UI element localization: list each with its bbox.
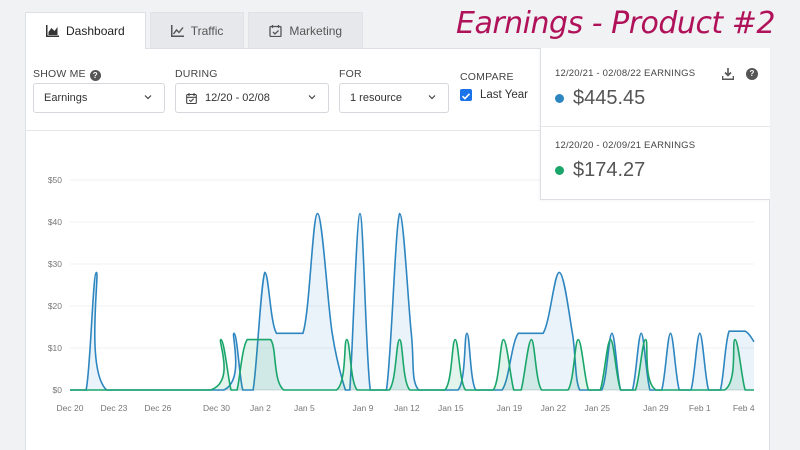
x-tick-label: Dec 20 (57, 403, 84, 413)
current-earnings-label: 12/20/21 - 02/08/22 EARNINGS (555, 68, 696, 79)
for-label: FOR (339, 68, 362, 80)
y-tick-label: $10 (48, 343, 62, 353)
x-tick-label: Jan 22 (541, 403, 567, 413)
previous-earnings: 12/20/20 - 02/09/21 EARNINGS $174.27 (555, 140, 760, 182)
previous-earnings-label: 12/20/20 - 02/09/21 EARNINGS (555, 140, 696, 151)
help-icon[interactable]: ? (746, 68, 758, 80)
chevron-down-icon (428, 95, 436, 100)
x-tick-label: Jan 2 (250, 403, 271, 413)
previous-earnings-value: $174.27 (573, 159, 646, 181)
help-icon[interactable]: ? (89, 70, 101, 81)
current-earnings-value: $445.45 (573, 87, 646, 109)
x-tick-label: Dec 26 (144, 403, 171, 413)
x-tick-label: Jan 15 (438, 403, 464, 413)
tab-marketing[interactable]: Marketing (248, 12, 364, 48)
tab-dashboard-label: Dashboard (66, 24, 125, 38)
earnings-summary-panel: ? 12/20/21 - 02/08/22 EARNINGS $445.45 1… (540, 48, 770, 200)
tab-traffic-label: Traffic (190, 23, 224, 38)
date-range-value: 12/20 - 02/08 (205, 92, 270, 104)
x-tick-label: Jan 19 (497, 403, 523, 413)
line-chart-icon (170, 24, 184, 37)
chevron-down-icon (308, 95, 316, 100)
series-1-line[interactable] (70, 338, 754, 391)
filter-controls: SHOW ME? Earnings DURING 12/20 - 02/08 F… (26, 49, 541, 131)
compare-label: COMPARE (460, 71, 514, 83)
calendar-check-icon (269, 24, 283, 37)
x-tick-label: Jan 5 (294, 403, 315, 413)
page-heading: Earnings - Product #2 (456, 6, 775, 41)
resource-select[interactable]: 1 resource (339, 83, 449, 113)
summary-divider (541, 126, 770, 127)
x-tick-label: Dec 23 (100, 403, 127, 413)
x-tick-label: Feb 4 (733, 403, 755, 413)
calendar-icon (186, 92, 197, 104)
tab-dashboard[interactable]: Dashboard (25, 12, 146, 49)
y-tick-label: $40 (48, 217, 62, 227)
y-tick-label: $50 (48, 175, 62, 185)
tab-bar: Dashboard Traffic Marketing (25, 12, 367, 49)
download-icon[interactable] (722, 68, 734, 80)
series-0-area (70, 213, 754, 390)
tab-traffic[interactable]: Traffic (149, 12, 245, 48)
area-chart-icon (46, 25, 59, 37)
tab-marketing-label: Marketing (289, 23, 343, 38)
previous-series-dot (555, 166, 564, 175)
checkmark-icon (461, 93, 471, 100)
current-series-dot (555, 94, 564, 103)
during-label: DURING (175, 68, 218, 80)
earnings-chart: $0 $10 $20 $30 $40 $50 Dec 20 Dec 23 Dec 26 Dec 3… (48, 175, 755, 413)
y-tick-label: $0 (53, 385, 63, 395)
show-me-label: SHOW ME? (33, 68, 101, 81)
current-earnings: 12/20/21 - 02/08/22 EARNINGS $445.45 (555, 68, 760, 110)
show-me-select[interactable]: Earnings (33, 83, 165, 113)
x-tick-label: Dec 30 (203, 403, 230, 413)
compare-checkbox-label: Last Year (480, 89, 528, 101)
x-tick-label: Feb 1 (689, 403, 711, 413)
x-tick-label: Jan 25 (585, 403, 611, 413)
series-1-area (70, 339, 754, 390)
x-tick-label: Jan 12 (394, 403, 420, 413)
x-tick-label: Jan 9 (353, 403, 374, 413)
x-tick-label: Jan 29 (643, 403, 669, 413)
y-tick-label: $30 (48, 259, 62, 269)
chevron-down-icon (144, 95, 152, 100)
show-me-value: Earnings (44, 92, 88, 104)
date-range-select[interactable]: 12/20 - 02/08 (175, 83, 329, 113)
compare-checkbox[interactable] (460, 89, 472, 101)
resource-value: 1 resource (350, 92, 402, 104)
y-tick-label: $20 (48, 301, 62, 311)
summary-actions: ? (722, 68, 758, 80)
